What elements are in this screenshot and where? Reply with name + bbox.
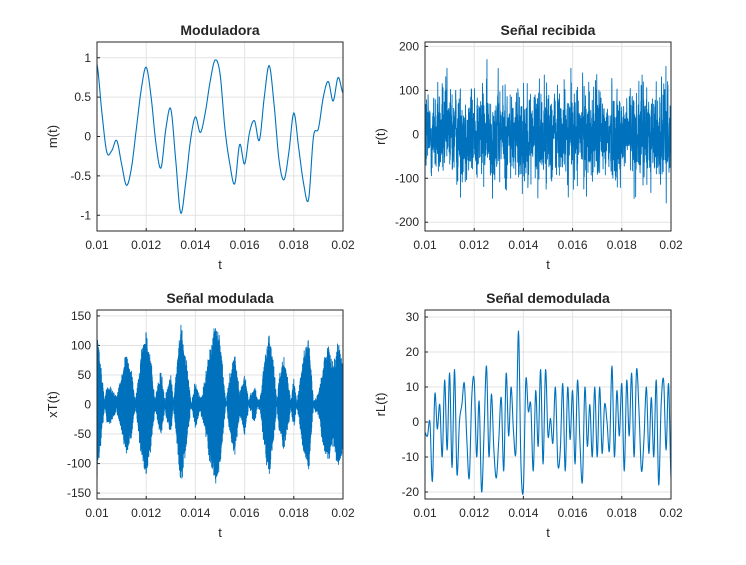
x-tick-label: 0.016 (558, 238, 588, 252)
axes-box (96, 309, 344, 500)
x-tick-label: 0.016 (230, 238, 260, 252)
y-tick-label: -0.5 (70, 169, 91, 183)
y-tick-label: 200 (399, 39, 419, 53)
series-line-senal-demodulada (425, 330, 671, 495)
x-tick-label: 0.02 (659, 238, 683, 252)
y-tick-label: -1 (80, 208, 91, 222)
series-line-moduladora (97, 59, 343, 214)
chart-title: Señal modulada (166, 290, 274, 306)
axes-box (424, 41, 672, 232)
x-axis-label: t (546, 525, 550, 540)
y-tick-label: -100 (395, 171, 419, 185)
y-tick-label: 0 (84, 130, 91, 144)
y-tick-label: -200 (395, 215, 419, 229)
panel-moduladora: 0.01 0.012 0.014 0.016 0.018 0.02 -1 -0.5 0 0.5 1 M… (45, 22, 355, 272)
y-tick-label: 1 (84, 51, 91, 65)
x-tick-label: 0.02 (659, 506, 683, 520)
panel-senal-modulada: 0.01 0.012 0.014 0.016 0.018 0.02 -150 -100 -50 0… (45, 290, 355, 540)
x-tick-label: 0.012 (131, 238, 161, 252)
x-tick-label: 0.018 (607, 238, 637, 252)
y-axis-label: m(t) (45, 125, 60, 148)
y-tick-label: -10 (402, 450, 420, 464)
y-tick-label: 10 (406, 380, 420, 394)
x-axis-label: t (218, 257, 222, 272)
x-tick-label: 0.016 (558, 506, 588, 520)
x-tick-label: 0.014 (508, 506, 538, 520)
y-tick-label: 30 (406, 310, 420, 324)
x-tick-label: 0.014 (508, 238, 538, 252)
chart-title: Señal recibida (501, 22, 596, 38)
x-tick-label: 0.01 (413, 506, 437, 520)
y-axis-label: r(t) (373, 128, 388, 145)
x-tick-label: 0.014 (180, 238, 210, 252)
series-line-senal-modulada (97, 324, 343, 484)
x-tick-label: 0.016 (230, 506, 260, 520)
y-tick-label: 150 (71, 309, 91, 323)
y-tick-label: -20 (402, 485, 420, 499)
x-tick-label: 0.01 (85, 238, 109, 252)
y-tick-label: 0 (412, 415, 419, 429)
y-axis-label: xT(t) (45, 391, 60, 418)
panel-senal-demodulada: 0.01 0.012 0.014 0.016 0.018 0.02 -20 -10 0 10 20 3… (373, 290, 683, 540)
x-tick-label: 0.02 (331, 506, 355, 520)
x-tick-label: 0.018 (279, 238, 309, 252)
y-tick-label: 20 (406, 345, 420, 359)
y-tick-label: -50 (74, 427, 92, 441)
chart-title: Señal demodulada (486, 290, 610, 306)
x-tick-label: 0.01 (413, 238, 437, 252)
x-tick-label: 0.018 (279, 506, 309, 520)
y-tick-label: 0 (412, 127, 419, 141)
panel-senal-recibida: 0.01 0.012 0.014 0.016 0.018 0.02 -200 -100 0 100… (373, 22, 683, 272)
x-axis-label: t (218, 525, 222, 540)
chart-title: Moduladora (180, 22, 260, 38)
x-tick-label: 0.012 (131, 506, 161, 520)
x-tick-label: 0.02 (331, 238, 355, 252)
y-tick-label: -100 (67, 457, 91, 471)
y-tick-label: -150 (67, 486, 91, 500)
x-tick-label: 0.012 (459, 506, 489, 520)
y-tick-label: 100 (399, 83, 419, 97)
x-tick-label: 0.014 (180, 506, 210, 520)
series-line-senal-recibida (425, 59, 671, 204)
x-tick-label: 0.012 (459, 238, 489, 252)
y-tick-label: 50 (78, 368, 92, 382)
y-tick-label: 100 (71, 338, 91, 352)
y-axis-label: rL(t) (373, 393, 388, 417)
axes-box (424, 309, 672, 500)
y-tick-label: 0.5 (74, 90, 91, 104)
y-tick-label: 0 (84, 398, 91, 412)
x-tick-label: 0.01 (85, 506, 109, 520)
axes-box (96, 41, 344, 232)
x-tick-label: 0.018 (607, 506, 637, 520)
x-axis-label: t (546, 257, 550, 272)
